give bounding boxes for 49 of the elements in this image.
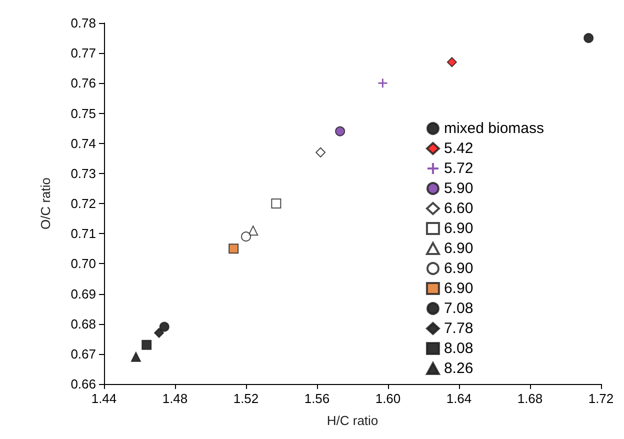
y-tick-label: 0.69 [70,286,96,302]
point [130,352,141,362]
point [335,126,346,136]
y-tick-label: 0.68 [70,316,96,332]
point [154,328,164,338]
y-tick-label: 0.74 [70,136,96,151]
y-tick-label: 0.72 [70,196,96,211]
legend-label: 6.90 [444,220,474,237]
y-tick-label: 0.73 [70,166,96,181]
y-tick-label: 0.78 [70,16,96,30]
point [228,244,239,254]
legend-label: 5.42 [444,140,474,157]
y-tick-label: 0.71 [70,226,96,242]
x-tick-label: 1.60 [375,391,401,406]
x-axis-title: H/C ratio [326,413,378,428]
legend-label: 7.08 [444,300,474,317]
point [142,340,152,350]
y-tick-label: 0.77 [70,46,96,61]
legend-label: 6.90 [444,280,474,297]
x-tick-label: 1.64 [446,391,472,406]
legend-label: mixed biomass [444,120,544,137]
legend-label: 5.90 [444,180,474,197]
point [248,226,258,236]
y-tick-label: 0.70 [70,256,96,272]
legend-label: 7.78 [444,320,474,337]
point [241,232,251,242]
x-tick-label: 1.68 [517,391,543,406]
y-tick-label: 0.75 [70,106,96,121]
point [271,198,282,208]
legend-label: 8.08 [444,340,474,357]
point [316,147,326,158]
x-tick-label: 1.56 [304,391,330,406]
y-axis-title: O/C ratio [38,177,53,230]
point [446,57,457,68]
y-tick-label: 0.76 [70,76,96,91]
y-tick-label: 0.66 [70,376,96,392]
x-tick-label: 1.72 [588,391,614,406]
legend-label: 5.72 [444,160,474,177]
x-tick-label: 1.48 [162,391,188,406]
x-tick-label: 1.52 [233,391,259,406]
point [377,78,388,88]
legend-label: 6.90 [444,260,474,277]
x-tick-label: 1.44 [91,391,117,406]
legend-label: 8.26 [444,360,474,377]
y-tick-label: 0.67 [70,346,96,362]
point [584,33,594,44]
legend-label: 6.90 [444,240,474,257]
legend-label: 6.60 [444,200,474,217]
point [159,322,170,332]
